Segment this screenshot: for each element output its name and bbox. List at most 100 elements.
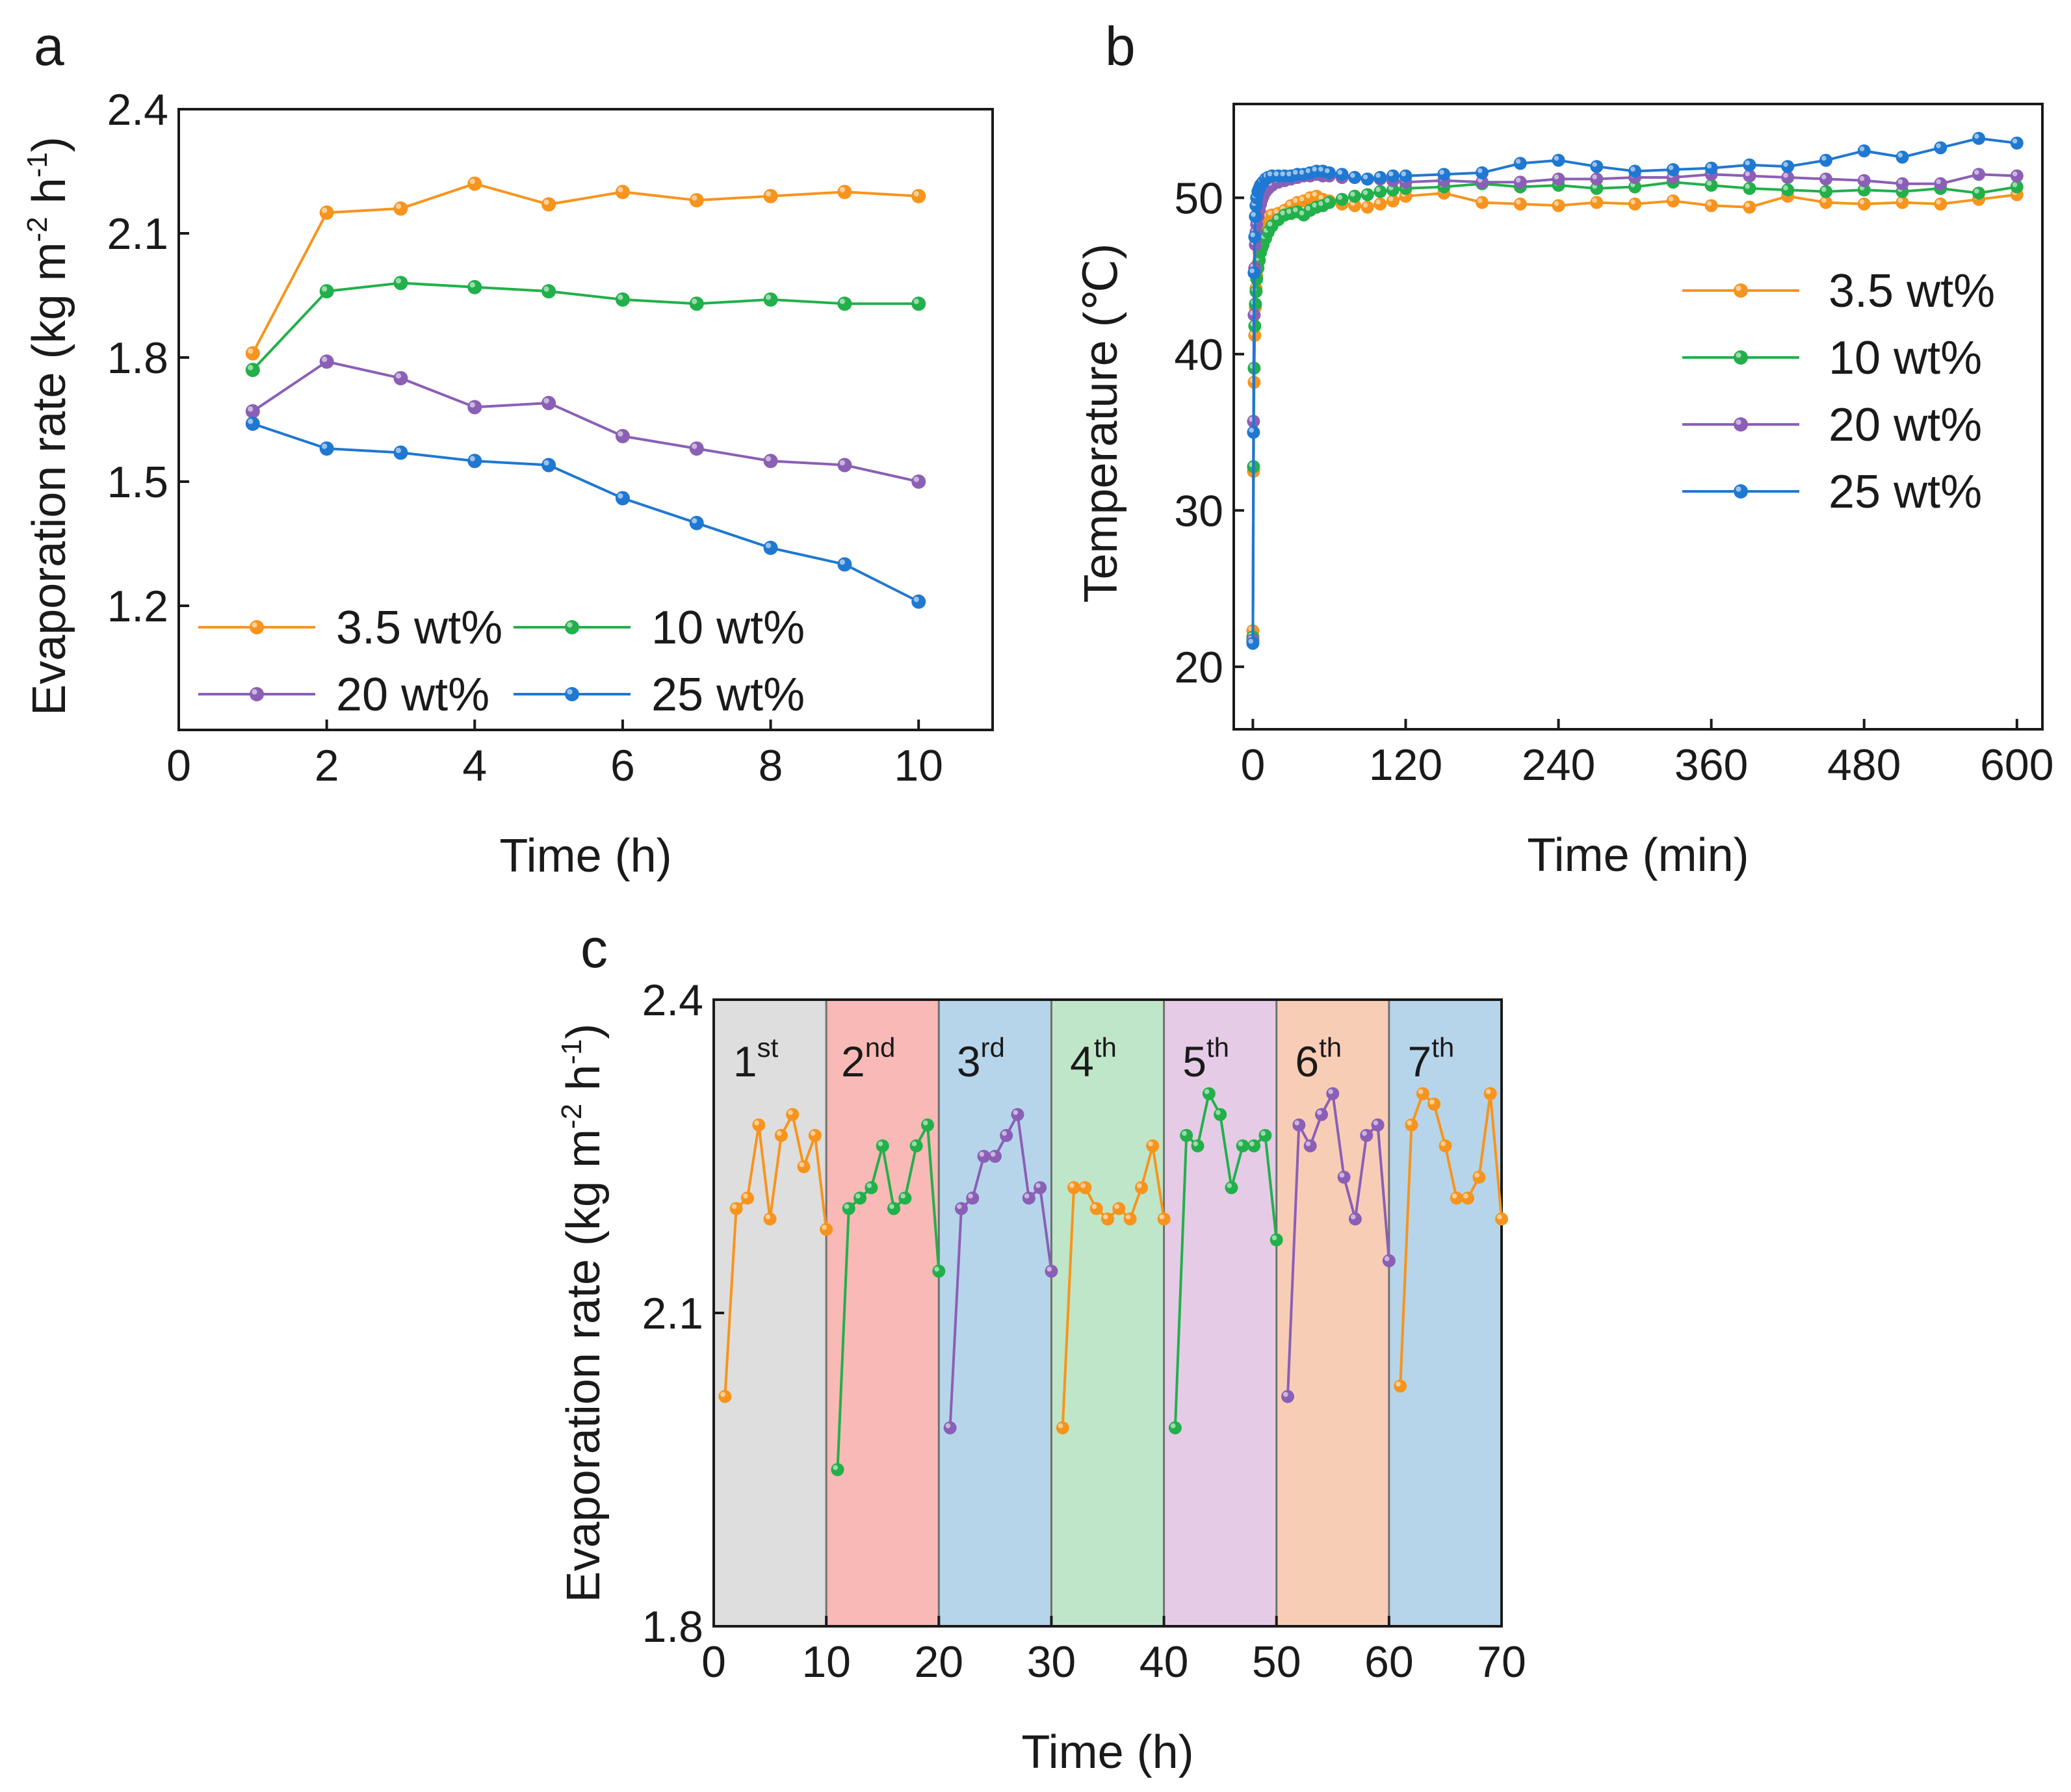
y-axis-title-main: Evaporation rate (kg m: [23, 242, 75, 715]
data-point: [1348, 171, 1362, 185]
data-point: [1513, 197, 1527, 211]
data-point-highlight: [1463, 1193, 1468, 1199]
data-point-highlight: [1407, 1120, 1413, 1126]
plot-frame: [1232, 103, 2044, 731]
data-point-highlight: [1273, 171, 1279, 177]
data-point: [763, 540, 778, 555]
data-point-highlight: [839, 460, 846, 466]
data-point-highlight: [839, 187, 846, 192]
data-point-highlight: [855, 1193, 861, 1199]
x-tick-label: 240: [1522, 740, 1595, 790]
cycle-number: 4: [1070, 1037, 1094, 1085]
cycle-number: 7: [1408, 1037, 1432, 1085]
data-point-highlight: [1396, 1381, 1401, 1387]
data-point: [1628, 164, 1642, 178]
data-point: [1590, 172, 1604, 186]
data-point: [1819, 185, 1832, 198]
data-point-highlight: [1897, 198, 1903, 203]
data-point-highlight: [1974, 170, 1979, 175]
x-tick-label: 30: [1027, 1637, 1076, 1687]
data-point: [837, 185, 852, 200]
data-point: [1439, 1139, 1452, 1152]
legend-marker: [1734, 283, 1748, 298]
data-point: [1191, 1139, 1205, 1152]
y-axis-title-main: h: [558, 1065, 610, 1104]
data-point: [615, 292, 630, 307]
data-point-highlight: [1299, 196, 1305, 201]
data-point-highlight: [1783, 185, 1788, 190]
data-point: [786, 1108, 800, 1121]
cycle-line-3: [948, 1110, 1053, 1428]
data-point: [1236, 1139, 1249, 1152]
data-point: [2010, 136, 2024, 150]
series-line-3: [1251, 136, 2018, 643]
data-point-highlight: [1821, 155, 1827, 161]
legend-marker: [1734, 350, 1748, 365]
cycle-ordinal-suffix: nd: [865, 1032, 896, 1063]
data-point-highlight: [1515, 177, 1521, 183]
data-point: [245, 404, 260, 419]
data-point-highlight: [913, 298, 919, 304]
x-tick-label: 360: [1674, 740, 1748, 790]
data-point: [831, 1463, 844, 1476]
data-point: [808, 1128, 822, 1142]
data-point-highlight: [788, 1110, 793, 1115]
data-point: [1112, 1202, 1126, 1215]
data-point-highlight: [1267, 221, 1273, 227]
data-point: [689, 296, 704, 311]
data-point: [245, 346, 260, 361]
data-point-highlight: [1294, 1120, 1299, 1126]
y-axis-title: Temperature (℃): [1075, 243, 1127, 603]
data-point: [1972, 168, 1986, 181]
data-point-highlight: [692, 443, 697, 449]
cycle-number: 6: [1295, 1037, 1319, 1085]
data-point-highlight: [1375, 199, 1381, 205]
data-point: [1427, 1097, 1441, 1111]
data-point: [1056, 1421, 1069, 1435]
data-point: [319, 205, 334, 220]
data-point-highlight: [1375, 173, 1381, 178]
y-axis-title-main: ): [558, 1024, 610, 1039]
data-point-highlight: [248, 365, 254, 370]
cycle-label-5: 5th: [1182, 1032, 1229, 1085]
data-point-highlight: [720, 1392, 725, 1397]
data-point-highlight: [692, 298, 697, 304]
data-point: [1202, 1087, 1216, 1100]
data-point-highlight: [765, 294, 772, 300]
data-point: [1394, 1379, 1407, 1393]
legend-marker-highlight: [567, 622, 573, 628]
data-point-highlight: [1373, 1120, 1379, 1126]
data-point: [1146, 1139, 1160, 1152]
cycle-line-5: [1173, 1089, 1278, 1428]
cycle-label-6: 6th: [1295, 1032, 1342, 1085]
y-tick-label: 20: [1174, 643, 1223, 692]
data-point-highlight: [1362, 174, 1368, 180]
x-tick-label: 6: [610, 741, 635, 790]
data-point: [467, 400, 482, 415]
x-tick-label: 480: [1827, 740, 1901, 790]
data-point-highlight: [1350, 173, 1355, 178]
y-tick-label: 2.4: [642, 976, 703, 1025]
data-point-highlight: [1248, 638, 1253, 644]
data-point-highlight: [1136, 1183, 1142, 1188]
data-point: [1361, 188, 1374, 201]
data-point: [1337, 1171, 1351, 1184]
cycle-ordinal-suffix: th: [1431, 1032, 1454, 1063]
cycle-line-1: [723, 1110, 828, 1397]
legend-label: 25 wt%: [651, 669, 805, 721]
data-point-highlight: [1250, 232, 1255, 238]
data-point-highlight: [469, 282, 475, 288]
data-point: [752, 1118, 766, 1132]
panel-b-temperature-vs-time: b 0 120 240 360 480 600 20 30 40 50 Time (min) Tempe…: [1075, 16, 2054, 881]
data-point-highlight: [1362, 202, 1368, 208]
data-point: [1450, 1191, 1463, 1205]
y-tick-label: 30: [1174, 486, 1223, 536]
legend-marker-highlight: [1736, 352, 1741, 358]
data-point-highlight: [1974, 188, 1979, 194]
data-point-highlight: [1267, 171, 1273, 177]
data-point-highlight: [692, 195, 697, 201]
panel-letter-c: c: [580, 918, 608, 979]
x-axis-title: Time (min): [1527, 829, 1749, 881]
data-point-highlight: [765, 456, 772, 461]
